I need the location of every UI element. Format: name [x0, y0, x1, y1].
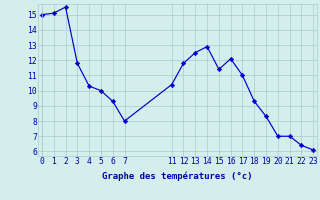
X-axis label: Graphe des températures (°c): Graphe des températures (°c)	[102, 172, 253, 181]
